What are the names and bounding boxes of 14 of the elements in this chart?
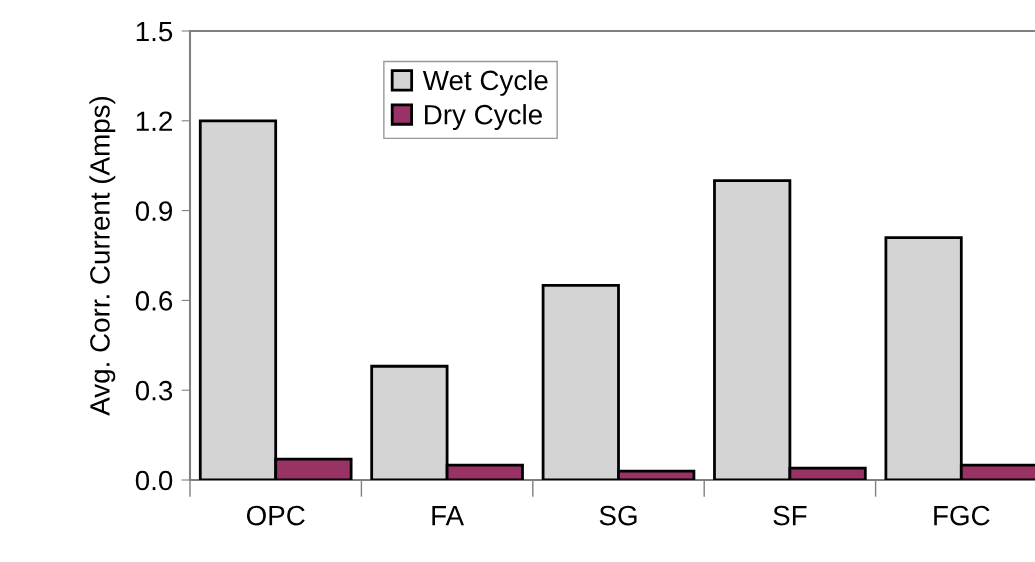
y-axis-title: Avg. Corr. Current (Amps) bbox=[89, 96, 116, 416]
x-tick-label: SF bbox=[773, 505, 807, 526]
x-tick-label: SG bbox=[599, 505, 637, 526]
y-tick-label: 0.9 bbox=[135, 201, 173, 221]
y-tick-label: 1.2 bbox=[136, 111, 172, 131]
legend-label: Dry Cycle bbox=[425, 104, 542, 131]
y-tick-label: 0.0 bbox=[135, 470, 173, 491]
y-tick-label: 0.3 bbox=[135, 380, 173, 401]
y-tick-label: 1.5 bbox=[136, 21, 173, 42]
x-tick-label: OPC bbox=[246, 505, 305, 526]
x-tick-label: FGC bbox=[934, 505, 990, 526]
legend-label: Wet Cycle bbox=[422, 69, 548, 96]
x-tick-label: FA bbox=[432, 506, 465, 526]
y-tick-label: 0.6 bbox=[135, 291, 173, 311]
